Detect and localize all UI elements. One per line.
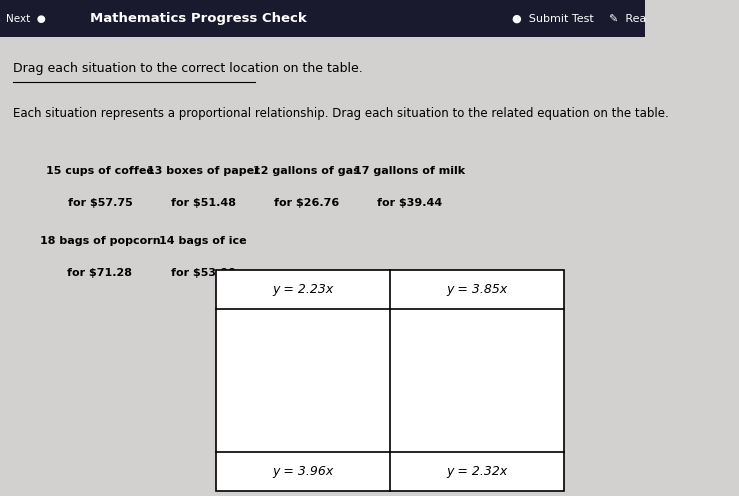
- Text: 12 gallons of gas: 12 gallons of gas: [253, 166, 359, 176]
- Text: 14 bags of ice: 14 bags of ice: [159, 236, 247, 246]
- Text: Drag each situation to the correct location on the table.: Drag each situation to the correct locat…: [13, 62, 363, 75]
- Text: ●  Submit Test: ● Submit Test: [512, 13, 594, 24]
- FancyBboxPatch shape: [216, 270, 564, 491]
- Text: ✎  Rea: ✎ Rea: [609, 13, 647, 24]
- Text: Each situation represents a proportional relationship. Drag each situation to th: Each situation represents a proportional…: [13, 107, 669, 120]
- Text: Mathematics Progress Check: Mathematics Progress Check: [90, 12, 307, 25]
- FancyBboxPatch shape: [0, 37, 644, 496]
- Text: Next  ●: Next ●: [7, 13, 47, 24]
- Text: 17 gallons of milk: 17 gallons of milk: [354, 166, 465, 176]
- Text: 13 boxes of paper: 13 boxes of paper: [147, 166, 259, 176]
- Text: for $26.76: for $26.76: [273, 198, 338, 208]
- Text: y = 2.23x: y = 2.23x: [272, 283, 333, 296]
- Text: y = 3.85x: y = 3.85x: [446, 283, 508, 296]
- Text: for $39.44: for $39.44: [377, 198, 442, 208]
- Text: for $57.75: for $57.75: [67, 198, 132, 208]
- Text: for $51.48: for $51.48: [171, 198, 236, 208]
- Text: for $53.90: for $53.90: [171, 268, 236, 278]
- Text: for $71.28: for $71.28: [67, 268, 132, 278]
- Text: y = 3.96x: y = 3.96x: [272, 465, 333, 478]
- Text: 18 bags of popcorn: 18 bags of popcorn: [40, 236, 160, 246]
- Text: y = 2.32x: y = 2.32x: [446, 465, 508, 478]
- Text: 15 cups of coffee: 15 cups of coffee: [46, 166, 154, 176]
- FancyBboxPatch shape: [0, 0, 644, 37]
